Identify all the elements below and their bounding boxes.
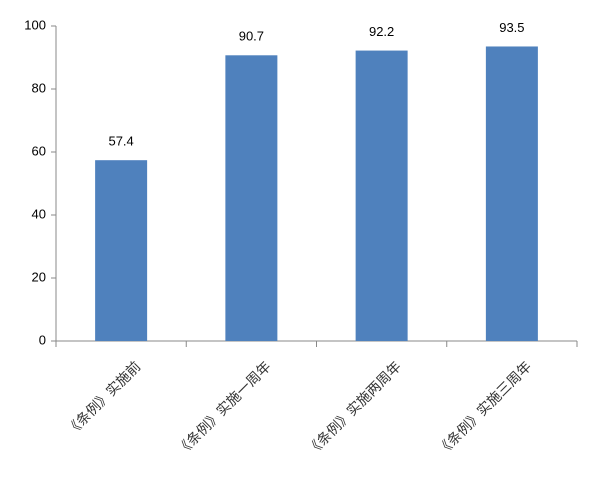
- bar: [95, 160, 148, 341]
- x-tick-label: 《条例》实施一周年: [173, 358, 274, 459]
- x-tick-label: 《条例》实施两周年: [304, 358, 405, 459]
- y-tick-label: 80: [32, 80, 46, 95]
- y-tick-label: 0: [39, 332, 46, 347]
- bar: [225, 55, 278, 342]
- data-label: 90.7: [239, 29, 264, 44]
- y-tick-label: 60: [32, 143, 46, 158]
- data-label: 92.2: [369, 24, 394, 39]
- y-tick-label: 20: [32, 269, 46, 284]
- x-tick-label: 《条例》实施三周年: [434, 358, 535, 459]
- x-tick-label: 《条例》实施前: [63, 358, 144, 439]
- y-tick-label: 40: [32, 206, 46, 221]
- data-label: 57.4: [108, 134, 133, 149]
- data-label: 93.5: [499, 20, 524, 35]
- y-tick-label: 100: [24, 17, 46, 32]
- bar: [355, 50, 408, 341]
- bar: [485, 46, 538, 341]
